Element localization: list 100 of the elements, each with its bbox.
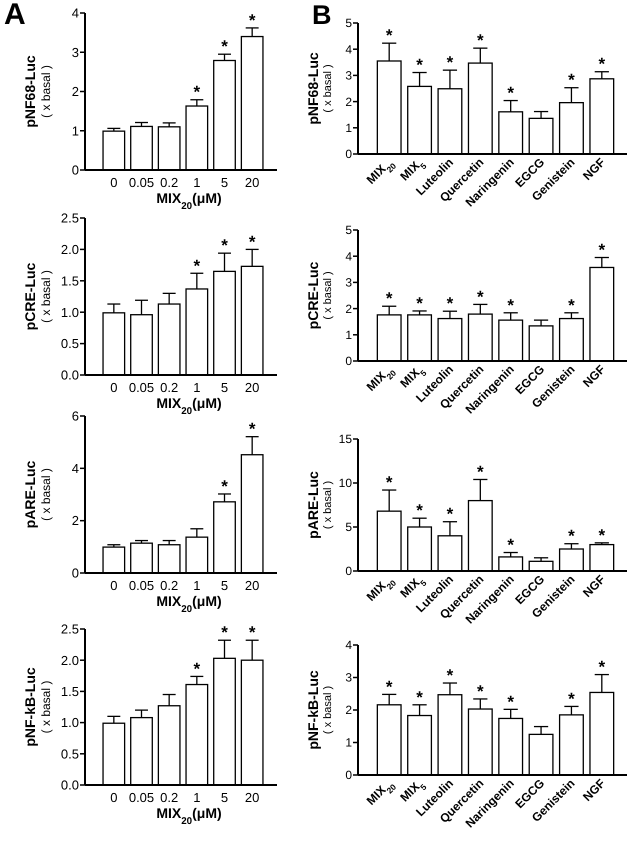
annotation: * — [568, 689, 576, 708]
x-tick-label: 20 — [244, 790, 260, 805]
annotation: * — [446, 294, 454, 314]
y-tick-label: 2.5 — [60, 622, 79, 637]
y-tick-label: 1 — [345, 736, 352, 750]
annotation: * — [446, 53, 454, 72]
y-tick-label: 4 — [72, 6, 79, 21]
x-tick-label: 20 — [244, 175, 260, 190]
annotation: * — [194, 256, 201, 276]
x-axis-title: MIX$_{20}$(μM) — [156, 805, 222, 826]
y-tick-label: 4 — [345, 249, 352, 264]
y-tick-label: 2.0 — [60, 652, 79, 668]
annotation: * — [568, 296, 576, 315]
x-tick-label: 5 — [220, 380, 228, 395]
x-tick-label: 1 — [193, 175, 200, 190]
annotation: * — [598, 240, 606, 260]
y-tick-label: 0.0 — [60, 778, 79, 793]
x-tick-label: 5 — [220, 578, 228, 593]
x-tick-label: 5 — [220, 790, 228, 805]
y-tick-label: 5 — [345, 16, 352, 30]
y-tick-label: 1.0 — [60, 715, 79, 730]
y-tick-label: 2 — [345, 703, 352, 718]
annotation: * — [598, 54, 606, 74]
y-tick-label: 5 — [345, 520, 352, 534]
text: A — [4, 0, 26, 31]
y-tick-label: 0.5 — [60, 746, 79, 762]
y-tick-label: 6 — [72, 408, 79, 424]
x-axis-title: MIX$_{20}$(μM) — [156, 395, 222, 416]
y-tick-label: 5 — [345, 223, 352, 238]
x-tick-label: 0.05 — [128, 578, 154, 593]
y-tick-label: 3 — [345, 670, 352, 685]
annotation: * — [598, 526, 606, 545]
x-tick-label: 0 — [110, 380, 118, 395]
y-axis-title: pNF68-Luc ( x basal ) — [305, 52, 334, 125]
annotation: * — [507, 296, 514, 315]
annotation: * — [248, 10, 256, 30]
annotation: * — [386, 26, 393, 46]
annotation: * — [598, 658, 606, 677]
y-axis-title: pNF-kB-Luc ( x basal ) — [22, 667, 53, 747]
y-tick-label: 2.5 — [60, 210, 79, 226]
y-tick-label: 0.0 — [60, 368, 79, 383]
annotation: * — [416, 56, 424, 75]
x-axis-title: MIX$_{20}$(μM) — [156, 593, 222, 614]
annotation: * — [221, 623, 228, 642]
annotation: * — [221, 476, 228, 496]
y-axis-title: pNF68-Luc ( x basal ) — [22, 55, 53, 128]
y-tick-label: 1.5 — [60, 684, 79, 699]
x-tick-label: 20 — [244, 380, 260, 395]
y-axis-title: pCRE-Luc ( x basal ) — [22, 262, 53, 330]
x-tick-label: 0.2 — [160, 380, 178, 395]
x-tick-label: 1 — [193, 380, 200, 395]
y-axis-title: pARE-Luc ( x basal ) — [22, 460, 53, 528]
y-tick-label: 3 — [345, 68, 352, 83]
y-tick-label: 1.0 — [60, 304, 79, 320]
text: B — [312, 0, 332, 30]
y-tick-label: 2 — [345, 302, 352, 316]
y-tick-label: 10 — [338, 476, 352, 490]
annotation: * — [194, 82, 201, 102]
x-tick-label: 0 — [110, 578, 118, 593]
y-tick-label: 1.5 — [60, 273, 79, 288]
x-tick-label: 0.05 — [128, 790, 154, 805]
annotation: * — [194, 659, 201, 678]
annotation: * — [446, 504, 454, 524]
annotation: * — [446, 666, 454, 686]
y-tick-label: 2 — [345, 94, 352, 109]
annotation: * — [507, 84, 514, 103]
annotation: * — [248, 623, 256, 642]
x-tick-label: 0.05 — [128, 380, 154, 395]
annotation: * — [221, 236, 228, 256]
x-tick-label: 0 — [110, 790, 118, 805]
annotation: * — [416, 688, 424, 707]
y-tick-label: 1 — [72, 123, 79, 138]
y-tick-label: 2.0 — [60, 242, 79, 257]
x-tick-label: 0.2 — [160, 175, 178, 190]
y-tick-label: 4 — [72, 460, 79, 476]
y-tick-label: 15 — [338, 432, 352, 446]
y-axis-title: pCRE-Luc ( x basal ) — [305, 261, 334, 330]
annotation: * — [568, 526, 576, 546]
annotation: * — [248, 232, 256, 252]
y-tick-label: 1 — [345, 121, 352, 135]
y-tick-label: 4 — [345, 42, 352, 56]
x-tick-label: 0.05 — [128, 175, 154, 190]
x-tick-label: 0.2 — [160, 578, 178, 593]
annotation: * — [386, 677, 393, 696]
annotation: * — [248, 420, 256, 439]
annotation: * — [477, 31, 484, 50]
x-tick-label: 1 — [193, 790, 200, 805]
x-tick-label: 1 — [193, 578, 200, 593]
x-tick-label: 20 — [244, 578, 260, 593]
y-tick-label: 2 — [72, 84, 79, 100]
annotation: * — [507, 536, 514, 555]
annotation: * — [416, 294, 424, 313]
y-tick-label: 0.5 — [60, 336, 79, 352]
x-tick-label: 0 — [110, 175, 118, 190]
annotation: * — [477, 682, 484, 701]
y-tick-label: 3 — [345, 276, 352, 290]
y-axis-title: pARE-Luc ( x basal ) — [305, 470, 334, 539]
y-axis-title: pNF-kB-Luc ( x basal ) — [305, 670, 334, 750]
annotation: * — [221, 37, 228, 56]
x-axis-title: MIX$_{20}$(μM) — [156, 190, 222, 212]
